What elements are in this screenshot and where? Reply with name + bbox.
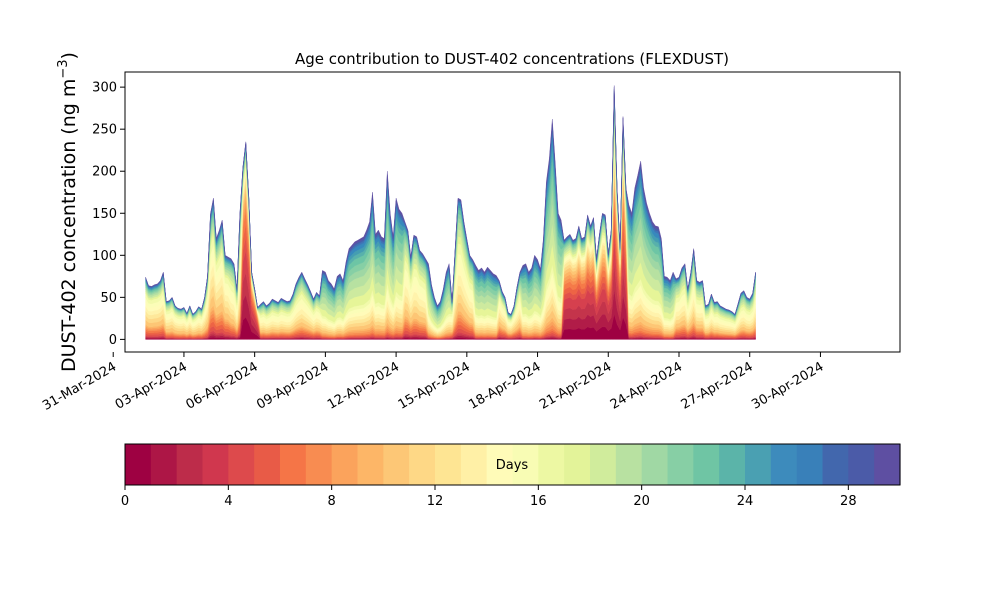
y-tick-label: 150 bbox=[92, 207, 117, 222]
colorbar-tick-label: 12 bbox=[427, 494, 444, 509]
colorbar-cell bbox=[460, 444, 488, 485]
x-tick-label: 27-Apr-2024 bbox=[679, 359, 756, 412]
colorbar-cell bbox=[383, 444, 410, 485]
colorbar-tick-label: 28 bbox=[840, 494, 857, 509]
colorbar: Days 0 4 8 12 16 20 24 28 bbox=[121, 443, 901, 509]
plot-frame bbox=[124, 71, 901, 353]
x-tick-label: 12-Apr-2024 bbox=[325, 359, 402, 412]
x-tick-label: 03-Apr-2024 bbox=[113, 359, 190, 412]
colorbar-cell bbox=[125, 444, 152, 485]
colorbar-cell bbox=[641, 444, 669, 485]
colorbar-cell bbox=[486, 444, 514, 485]
colorbar-cell bbox=[719, 444, 746, 485]
colorbar-cell bbox=[254, 444, 281, 485]
y-axis: 0 50 100 150 200 250 300 bbox=[92, 81, 125, 348]
colorbar-cell bbox=[615, 444, 643, 485]
colorbar-cell bbox=[874, 444, 901, 485]
colorbar-cell bbox=[770, 444, 798, 485]
colorbar-tick-label: 16 bbox=[530, 494, 547, 509]
y-tick-label: 200 bbox=[92, 165, 117, 180]
colorbar-tick-label: 24 bbox=[737, 494, 754, 509]
colorbar-tick-label: 20 bbox=[633, 494, 650, 509]
colorbar-tick-label: 8 bbox=[328, 494, 336, 509]
x-tick-label: 24-Apr-2024 bbox=[608, 359, 685, 412]
x-tick-label: 09-Apr-2024 bbox=[254, 359, 331, 412]
y-axis-label: DUST-402 concentration (ng m−3) bbox=[56, 52, 80, 372]
chart-title: Age contribution to DUST-402 concentrati… bbox=[295, 50, 729, 68]
colorbar-cell bbox=[564, 444, 591, 485]
colorbar-cell bbox=[590, 444, 617, 485]
stacked-area-layer bbox=[145, 85, 756, 340]
area-band-day-28 bbox=[145, 85, 756, 315]
y-axis-label-text: DUST-402 concentration (ng m bbox=[58, 79, 80, 372]
y-tick-label: 50 bbox=[100, 291, 117, 306]
x-tick-label: 06-Apr-2024 bbox=[184, 359, 261, 412]
colorbar-cell bbox=[357, 444, 384, 485]
colorbar-cell bbox=[305, 444, 333, 485]
y-tick-label: 300 bbox=[92, 81, 117, 96]
colorbar-cell bbox=[228, 444, 255, 485]
colorbar-cell bbox=[435, 444, 462, 485]
colorbar-cell bbox=[331, 444, 359, 485]
colorbar-cell bbox=[848, 444, 875, 485]
colorbar-cell bbox=[667, 444, 694, 485]
colorbar-tick-label: 4 bbox=[224, 494, 232, 509]
colorbar-cell bbox=[538, 444, 565, 485]
y-axis-label-unit-exponent: −3 bbox=[56, 59, 71, 78]
colorbar-cell bbox=[150, 444, 178, 485]
x-axis: 31-Mar-202403-Apr-202406-Apr-202409-Apr-… bbox=[40, 352, 826, 414]
colorbar-cell bbox=[693, 444, 720, 485]
plot-area bbox=[124, 71, 901, 353]
y-tick-label: 0 bbox=[109, 333, 117, 348]
x-tick-label: 30-Apr-2024 bbox=[749, 359, 826, 412]
x-tick-label: 21-Apr-2024 bbox=[537, 359, 614, 412]
colorbar-cell bbox=[745, 444, 772, 485]
colorbar-cell bbox=[280, 444, 307, 485]
x-tick-label: 18-Apr-2024 bbox=[466, 359, 543, 412]
y-tick-label: 250 bbox=[92, 123, 117, 138]
colorbar-cell bbox=[796, 444, 824, 485]
colorbar-label: Days bbox=[496, 458, 529, 473]
colorbar-cell bbox=[822, 444, 849, 485]
y-axis-label-close: ) bbox=[58, 52, 80, 59]
colorbar-cells bbox=[125, 444, 901, 485]
colorbar-ticks: 0 4 8 12 16 20 24 28 bbox=[121, 485, 857, 509]
colorbar-frame bbox=[124, 443, 901, 486]
x-tick-label: 15-Apr-2024 bbox=[396, 359, 473, 412]
colorbar-cell bbox=[409, 444, 436, 485]
colorbar-cell bbox=[202, 444, 229, 485]
colorbar-cell bbox=[512, 444, 539, 485]
y-tick-label: 100 bbox=[92, 249, 117, 264]
colorbar-tick-label: 0 bbox=[121, 494, 129, 509]
colorbar-cell bbox=[176, 444, 204, 485]
